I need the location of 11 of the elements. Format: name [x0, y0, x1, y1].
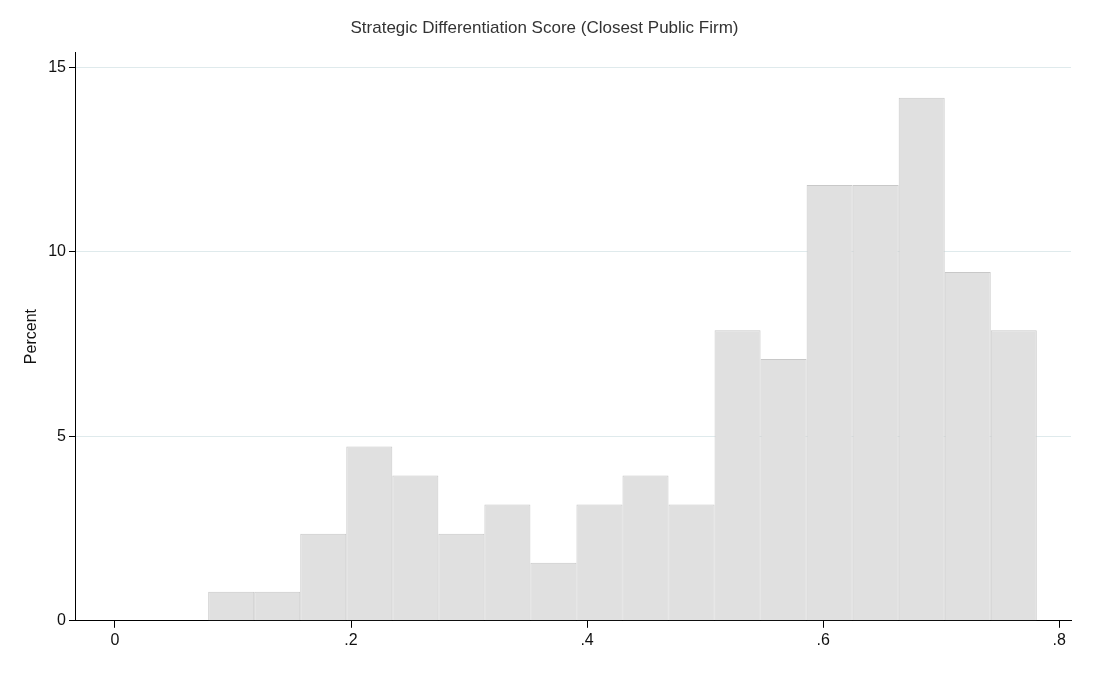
y-tick-label: 15: [48, 57, 67, 75]
x-tick-label: 0: [110, 630, 120, 648]
y-tick-label: 0: [57, 611, 67, 629]
y-tick-label: 10: [48, 242, 67, 260]
y-tick-label: 5: [57, 426, 67, 444]
y-axis-title: Percent: [22, 308, 40, 365]
x-tick-label: .4: [580, 630, 594, 648]
chart-title: Strategic Differentiation Score (Closest Public Firm): [350, 17, 739, 37]
x-tick-label: .8: [1052, 630, 1066, 648]
x-tick-label: .2: [344, 630, 358, 648]
x-tick-label: .6: [816, 630, 830, 648]
